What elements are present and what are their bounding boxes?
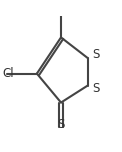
Text: S: S	[92, 48, 100, 61]
Text: S: S	[57, 118, 65, 131]
Text: S: S	[92, 82, 100, 95]
Text: Cl: Cl	[2, 67, 14, 80]
